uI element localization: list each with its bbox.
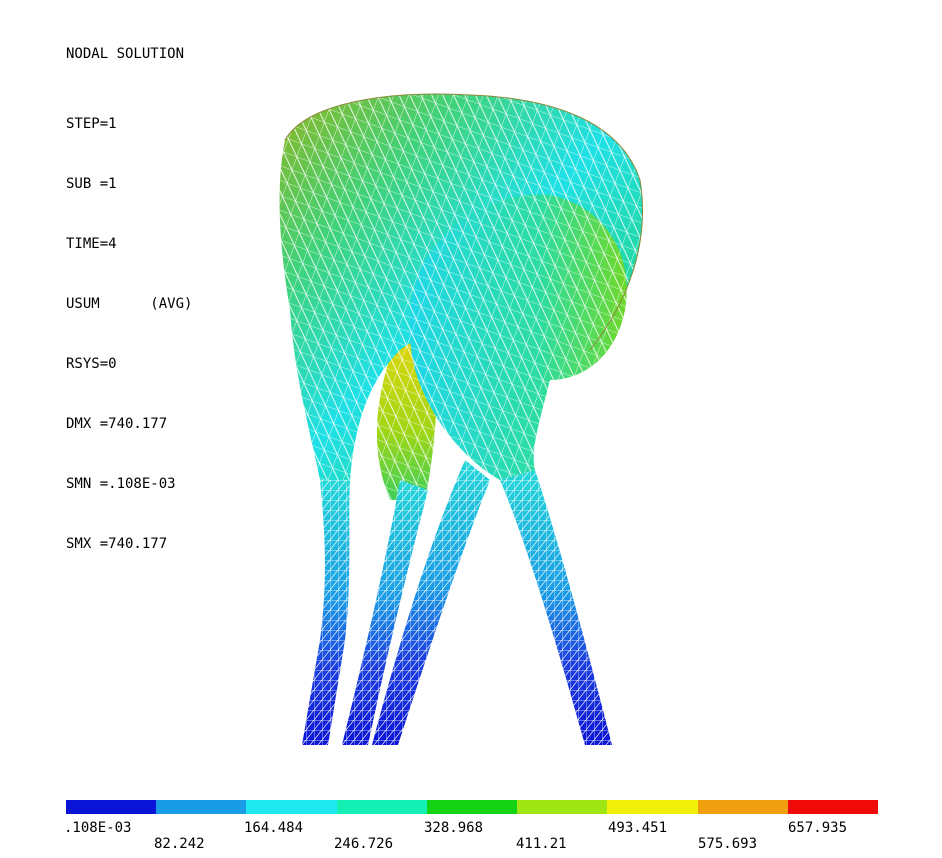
- result-info-block: NODAL SOLUTION STEP=1 SUB =1 TIME=4 USUM…: [66, 4, 192, 574]
- middle-left-leg: [342, 480, 428, 745]
- legend-label-0: .108E-03: [64, 820, 132, 836]
- left-leg: [302, 480, 350, 745]
- legend-swatch-3: [246, 800, 337, 814]
- info-smn: SMN =.108E-03: [66, 476, 176, 492]
- legend-label-8: 657.935: [788, 820, 848, 836]
- legend-label-2: 164.484: [244, 820, 304, 836]
- legend-label-5: 411.21: [516, 836, 567, 852]
- legend-swatch-1: [66, 800, 157, 814]
- legend-label-6: 493.451: [608, 820, 668, 836]
- info-rsys: RSYS=0: [66, 356, 117, 372]
- middle-right-leg: [372, 460, 490, 745]
- info-smx: SMX =740.177: [66, 536, 168, 552]
- legend-swatch-6: [517, 800, 608, 814]
- plot-title: NODAL SOLUTION: [66, 46, 185, 62]
- info-time: TIME=4: [66, 236, 117, 252]
- legend-swatch-5: [426, 800, 518, 814]
- legend-label-1: 82.242: [154, 836, 205, 852]
- info-sub: SUB =1: [66, 176, 117, 192]
- legend-swatch-9: [787, 800, 878, 814]
- info-usum: USUM (AVG): [66, 296, 193, 312]
- right-leg: [500, 470, 612, 745]
- info-dmx: DMX =740.177: [66, 416, 168, 432]
- info-step: STEP=1: [66, 116, 117, 132]
- legend-swatch-2: [156, 800, 247, 814]
- legend-label-7: 575.693: [698, 836, 758, 852]
- fem-model-render: [279, 93, 643, 745]
- model-viewport[interactable]: [250, 80, 670, 760]
- legend-swatch-7: [607, 800, 698, 814]
- legend-swatch-4: [336, 800, 427, 814]
- legend-label-4: 328.968: [424, 820, 484, 836]
- contour-legend: .108E-03 82.242 164.484 246.726 328.968 …: [64, 800, 878, 858]
- legend-swatch-8: [697, 800, 788, 814]
- legend-color-bar: [66, 800, 878, 814]
- right-body-lobe: [409, 194, 627, 480]
- legend-label-3: 246.726: [334, 836, 394, 852]
